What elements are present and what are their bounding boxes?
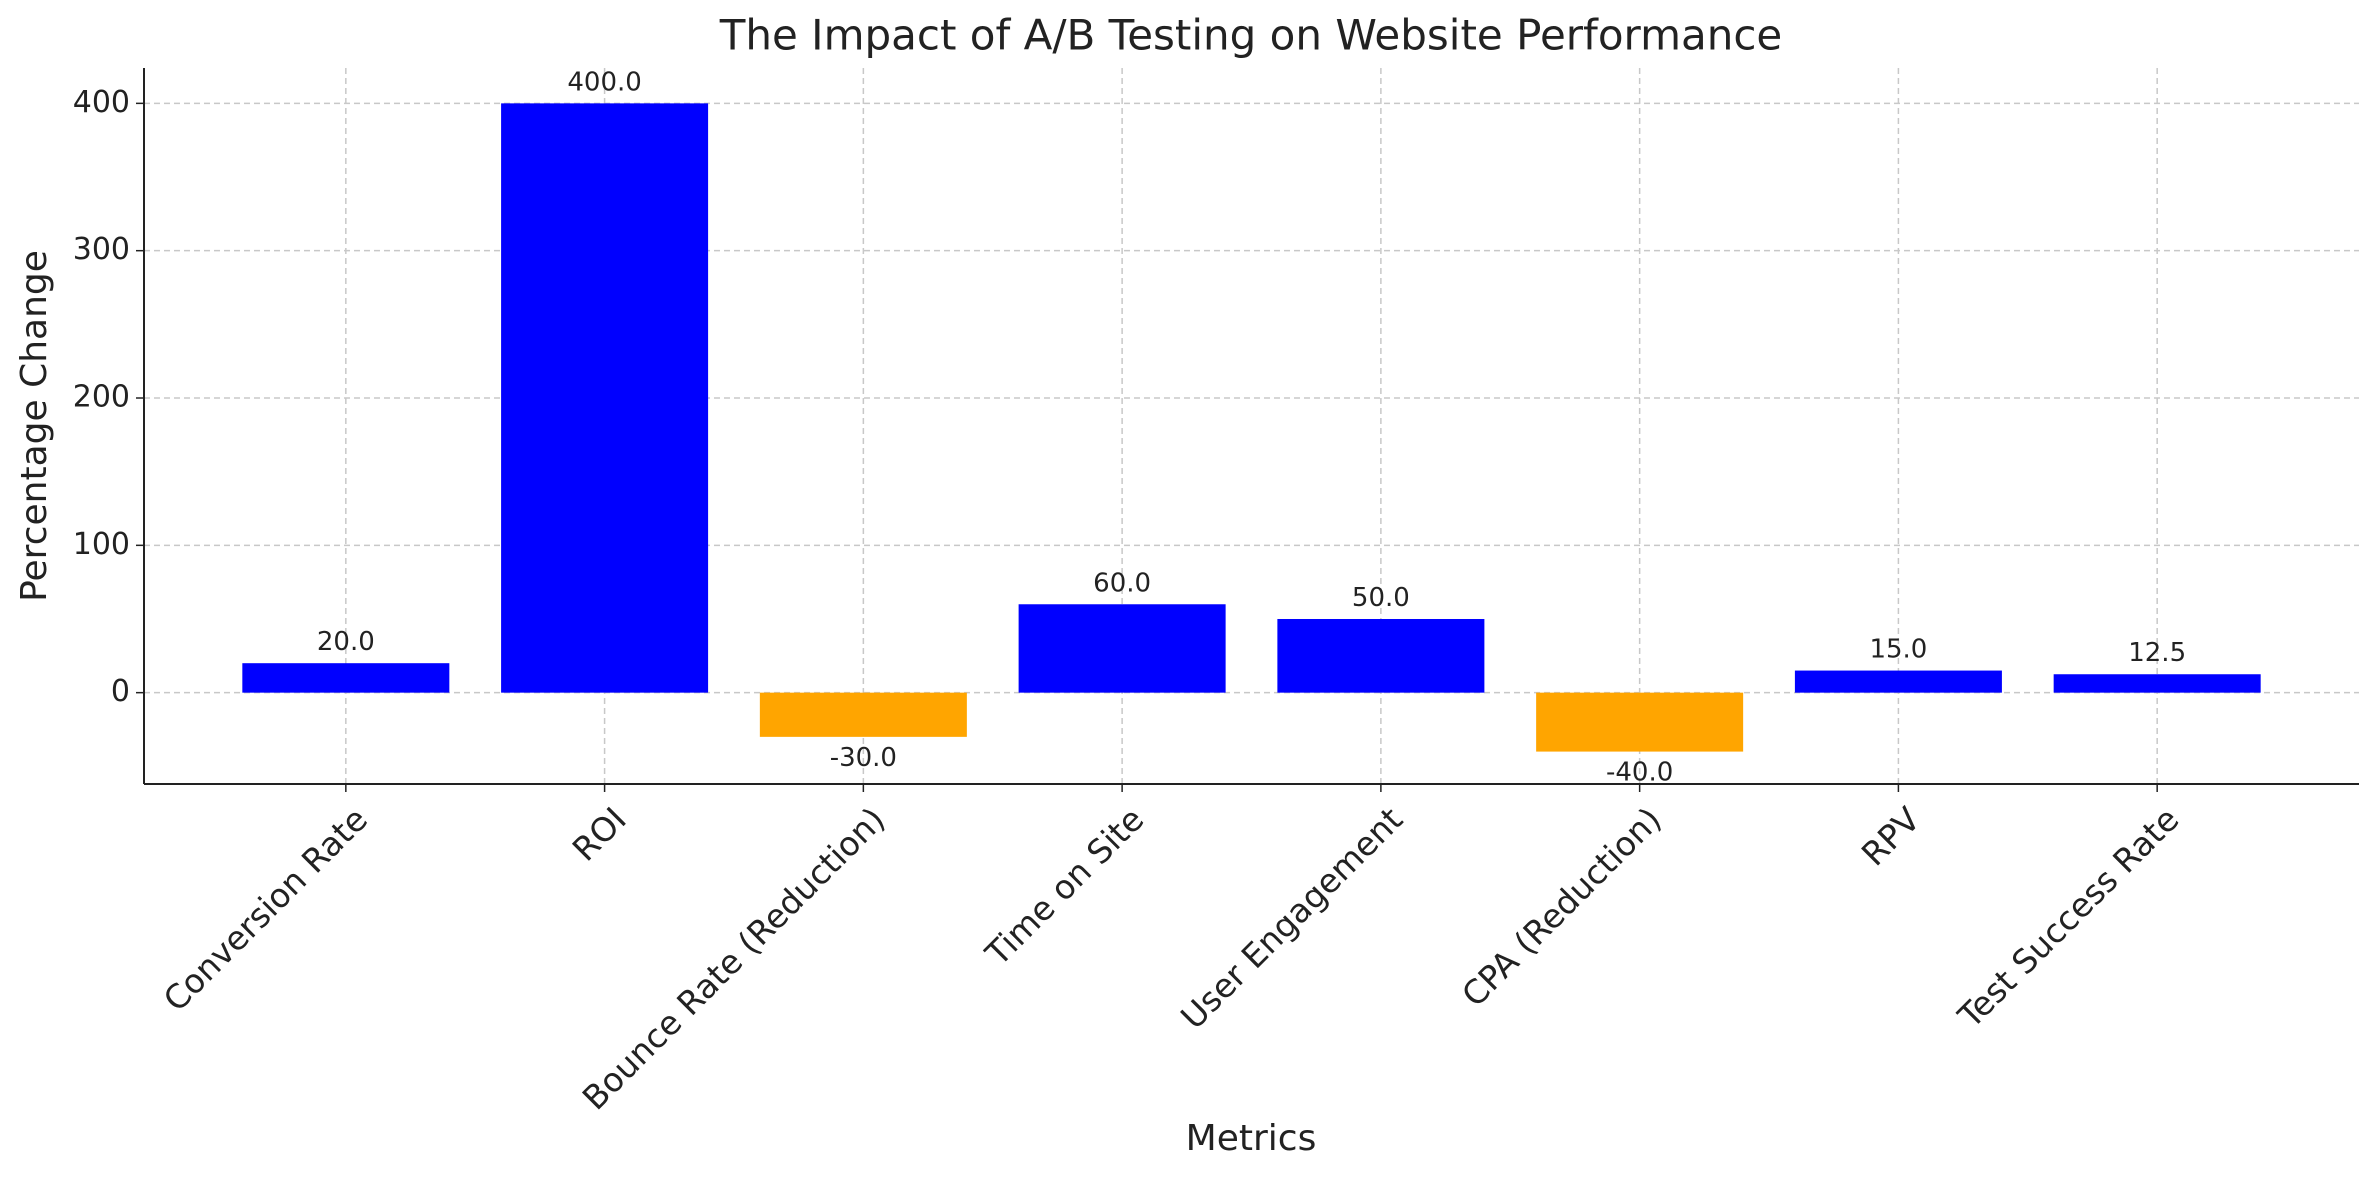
- value-label: -30.0: [830, 743, 897, 773]
- bar: [1277, 618, 1485, 693]
- value-label: 400.0: [567, 67, 641, 97]
- x-tick-label: Test Success Rate: [1950, 800, 2187, 1037]
- y-tick-label: 100: [73, 527, 130, 562]
- bar: [2053, 674, 2261, 693]
- bar: [501, 103, 709, 693]
- x-tick-label: User Engagement: [1173, 800, 1410, 1037]
- x-axis-label: Metrics: [1186, 1118, 1317, 1159]
- y-axis-label: Percentage Change: [14, 250, 55, 602]
- value-label: 50.0: [1352, 583, 1410, 613]
- bar: [1794, 670, 2002, 693]
- x-tick-label: ROI: [565, 800, 634, 869]
- bar: [1536, 692, 1744, 752]
- bar: [1018, 604, 1226, 693]
- chart-title: The Impact of A/B Testing on Website Per…: [719, 11, 1783, 60]
- value-label: 20.0: [317, 627, 375, 657]
- x-tick-label: Bounce Rate (Reduction): [575, 800, 893, 1118]
- x-tick-label: Conversion Rate: [156, 800, 375, 1019]
- bar: [242, 663, 450, 693]
- y-tick-label: 400: [73, 85, 130, 120]
- x-tick-label: Time on Site: [977, 800, 1151, 974]
- value-label: 15.0: [1869, 635, 1927, 665]
- y-tick-label: 300: [73, 232, 130, 267]
- value-label: 60.0: [1093, 568, 1151, 598]
- x-tick-label: RPV: [1854, 799, 1928, 873]
- y-tick-label: 0: [111, 674, 130, 709]
- value-label: 12.5: [2128, 638, 2186, 668]
- value-label: -40.0: [1606, 758, 1673, 788]
- x-tick-label: CPA (Reduction): [1454, 800, 1669, 1015]
- y-tick-label: 200: [73, 380, 130, 415]
- bar: [759, 692, 967, 737]
